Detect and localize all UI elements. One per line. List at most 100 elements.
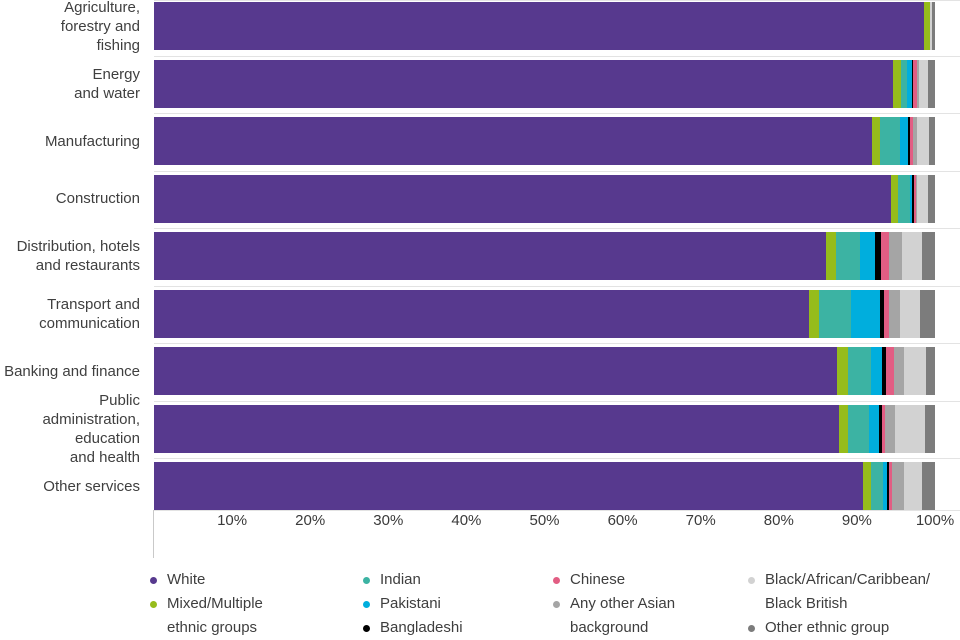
legend-label: Any other Asian background xyxy=(570,595,676,636)
bar-segment xyxy=(908,117,910,165)
bar-segment xyxy=(916,117,929,165)
legend-swatch-icon xyxy=(748,576,755,584)
bar-segment xyxy=(899,289,921,338)
bar-segment xyxy=(868,404,879,453)
bar-segment xyxy=(871,117,880,165)
bar-row xyxy=(154,462,935,510)
bar-segment xyxy=(154,462,864,510)
legend-column: Chinese Any other Asian background xyxy=(553,568,703,640)
bar-row xyxy=(154,117,935,165)
bar-segment xyxy=(887,462,890,510)
legend-column: White Mixed/Multiple ethnic groups xyxy=(150,568,325,640)
row-separator-line xyxy=(154,510,960,511)
x-axis-tick-label: 10% xyxy=(217,512,248,529)
legend-column: Black/African/Caribbean/ Black British Ot… xyxy=(748,568,948,640)
row-separator-line xyxy=(154,170,960,172)
bar-segment xyxy=(915,174,918,223)
bar-segment xyxy=(913,59,918,108)
x-axis-tick-label: 70% xyxy=(685,512,716,529)
bar-segment xyxy=(927,59,935,108)
bar-segment xyxy=(888,232,903,280)
legend-item: Indian xyxy=(363,568,513,592)
bar-segment xyxy=(154,117,872,165)
x-axis-tick-label: 80% xyxy=(763,512,794,529)
category-label: Manufacturing xyxy=(44,132,140,150)
bar-segment xyxy=(906,59,912,108)
x-axis-tick-label: 60% xyxy=(607,512,638,529)
legend-label: Black/African/Caribbean/ Black British xyxy=(765,571,931,612)
legend-label: Indian xyxy=(380,571,421,588)
row-separator-line xyxy=(154,400,960,402)
category-label: Transport and communication xyxy=(39,295,140,332)
bar-segment xyxy=(902,232,922,280)
x-axis-tick-label: 30% xyxy=(373,512,404,529)
bar-segment xyxy=(885,404,895,453)
legend-item: Mixed/Multiple ethnic groups xyxy=(150,592,325,640)
row-separator-line xyxy=(154,285,960,287)
y-axis-line xyxy=(153,510,154,558)
category-label: Construction xyxy=(55,190,140,207)
legend-label: Other ethnic group xyxy=(765,619,890,636)
bar-segment xyxy=(878,404,882,453)
bar-segment xyxy=(892,59,902,108)
bar-segment xyxy=(914,174,916,223)
category-label: Energy and water xyxy=(74,65,140,102)
legend-label: Chinese xyxy=(570,571,626,588)
bar-segment xyxy=(888,289,900,338)
bar-segment xyxy=(925,347,935,395)
bar-segment xyxy=(870,347,882,395)
bar-segment xyxy=(154,404,839,453)
bar-segment xyxy=(848,347,871,395)
bar-segment xyxy=(874,232,882,280)
legend-swatch-icon xyxy=(748,624,755,632)
bar-segment xyxy=(870,462,884,510)
bar-segment xyxy=(917,59,920,108)
legend-swatch-icon xyxy=(363,624,370,632)
bar-row xyxy=(154,404,935,453)
bar-segment xyxy=(863,462,871,510)
bar-segment xyxy=(836,347,849,395)
bar-segment xyxy=(154,347,837,395)
bar-segment xyxy=(819,289,851,338)
bar-segment xyxy=(885,347,895,395)
legend-item: Bangladeshi xyxy=(363,616,513,640)
legend-swatch-icon xyxy=(150,600,157,608)
bar-segment xyxy=(881,404,886,453)
bar-row xyxy=(154,59,935,108)
legend-swatch-icon xyxy=(553,600,560,608)
bar-row xyxy=(154,174,935,223)
bar-segment xyxy=(898,174,910,223)
bar-row xyxy=(154,232,935,280)
bar-segment xyxy=(921,232,935,280)
bar-segment xyxy=(924,2,930,50)
legend-swatch-icon xyxy=(363,576,370,584)
x-axis-tick-label: 90% xyxy=(841,512,872,529)
category-label: Banking and finance xyxy=(4,362,140,380)
legend-swatch-icon xyxy=(363,600,370,608)
x-axis-tick-label: 100% xyxy=(915,512,955,529)
bar-segment xyxy=(920,289,935,338)
legend-item: Black/African/Caribbean/ Black British xyxy=(748,568,948,616)
bar-segment xyxy=(879,117,900,165)
bar-segment xyxy=(894,404,926,453)
bar-segment xyxy=(894,347,905,395)
bar-segment xyxy=(913,117,917,165)
bar-segment xyxy=(899,117,909,165)
bar-segment xyxy=(826,232,836,280)
bar-segment xyxy=(154,174,892,223)
bar-segment xyxy=(909,174,913,223)
legend-column: Indian Pakistani Bangladeshi xyxy=(363,568,513,640)
bar-segment xyxy=(892,462,905,510)
bar-segment xyxy=(928,117,935,165)
bar-segment xyxy=(881,232,889,280)
bar-segment xyxy=(901,59,907,108)
bar-segment xyxy=(917,174,929,223)
category-label: Other services xyxy=(43,477,140,495)
bar-segment xyxy=(931,2,935,50)
x-axis-tick-label: 50% xyxy=(529,512,560,529)
legend-swatch-icon xyxy=(150,576,157,584)
bar-segment xyxy=(835,232,860,280)
bar-segment xyxy=(809,289,820,338)
bar-segment xyxy=(881,347,886,395)
bar-segment xyxy=(911,59,914,108)
